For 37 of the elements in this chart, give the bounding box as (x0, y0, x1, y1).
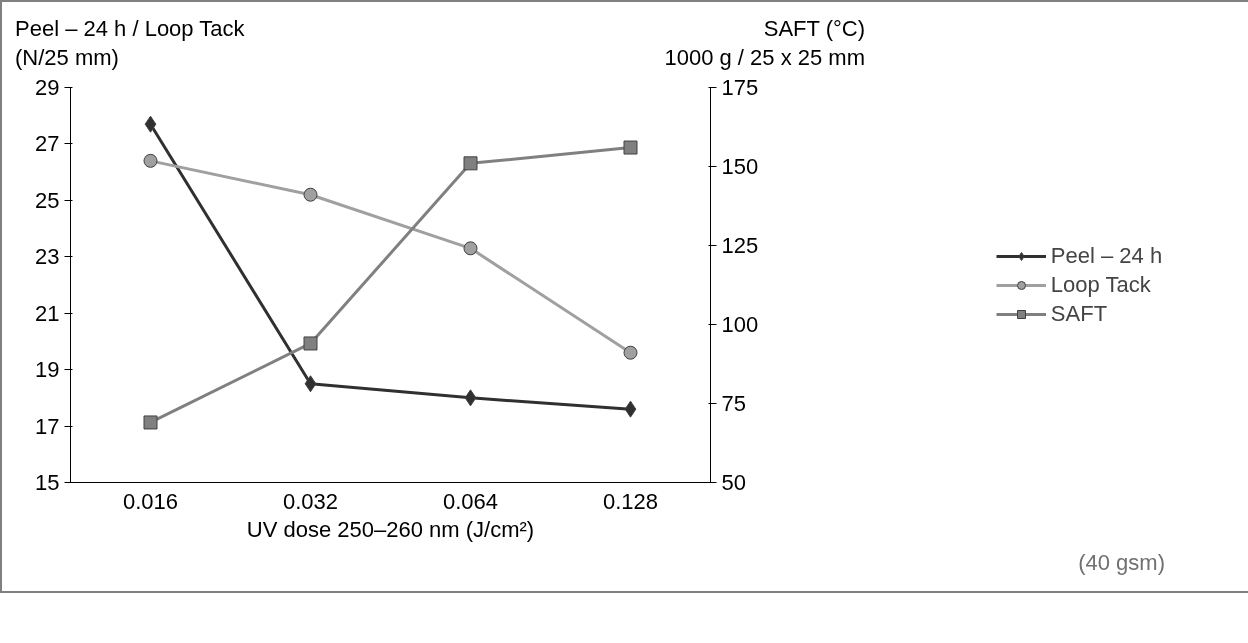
y-tick-label: 21 (35, 300, 60, 326)
point (143, 154, 158, 169)
y2-tick-label: 50 (721, 470, 746, 496)
y-tick-label: 25 (35, 188, 60, 214)
legend-label: Loop Tack (1050, 271, 1151, 298)
point (623, 345, 638, 360)
point (464, 389, 477, 407)
y-axis-title: Peel – 24 h / Loop Tack (N/25 mm) (15, 15, 245, 72)
point (624, 400, 637, 418)
point (303, 336, 318, 351)
x-tick-label: 0.128 (602, 488, 659, 514)
point (303, 187, 318, 202)
x-tick-label: 0.064 (442, 488, 499, 514)
point (463, 241, 478, 256)
y-tick-label: 15 (35, 470, 60, 496)
text: (40 gsm) (1078, 549, 1165, 578)
y-tick-label: 27 (35, 131, 60, 157)
y2-tick-label: 75 (721, 391, 746, 417)
point (304, 375, 317, 393)
legend-label: Peel – 24 h (1050, 242, 1163, 269)
point (463, 156, 478, 171)
x-tick-label: 0.016 (122, 488, 179, 514)
y-tick-label: 17 (35, 413, 60, 439)
y2-tick-label: 150 (721, 154, 759, 180)
point (143, 415, 158, 430)
y2-tick-label: 100 (721, 312, 759, 338)
y-tick-label: 23 (35, 244, 60, 270)
x-axis-title: UV dose 250–260 nm (J/cm²) (246, 516, 535, 542)
y2-tick-label: 125 (721, 233, 759, 259)
y-tick-label: 19 (35, 357, 60, 383)
point (623, 140, 638, 155)
y2-axis-title: SAFT (°C) 1000 g / 25 x 25 mm (664, 15, 865, 72)
y2-tick-label: 175 (721, 75, 759, 101)
legend-label: SAFT (1050, 300, 1108, 327)
point (144, 115, 157, 133)
x-tick-label: 0.032 (282, 488, 339, 514)
y-tick-label: 29 (35, 75, 60, 101)
